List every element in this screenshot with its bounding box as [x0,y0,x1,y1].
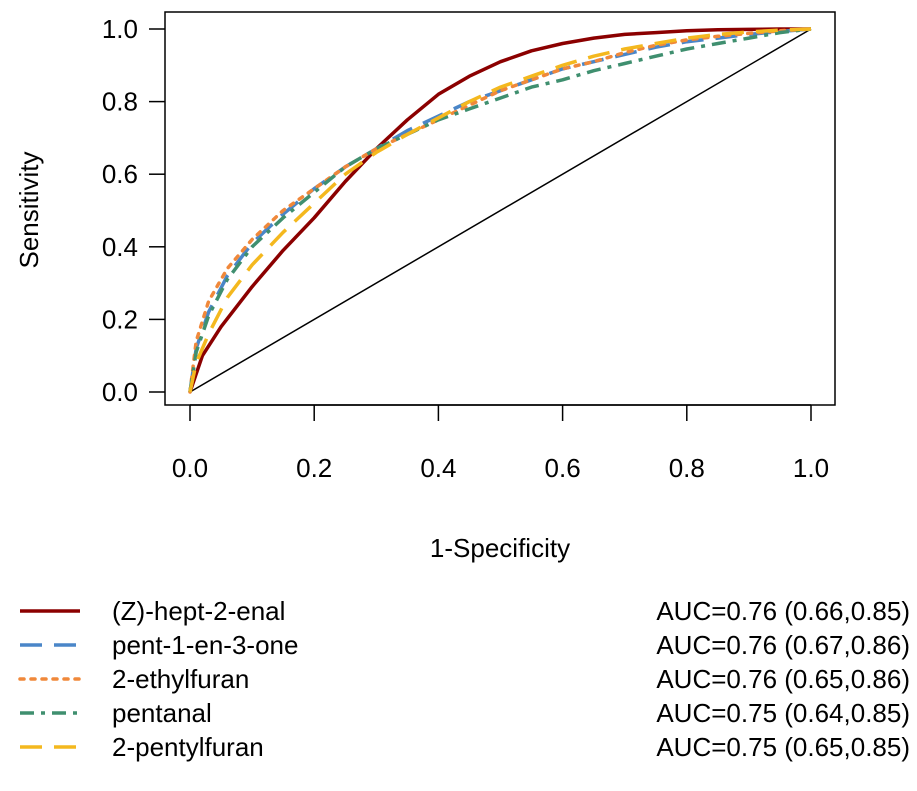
legend-label: (Z)-hept-2-enal [112,596,285,626]
y-tick-label: 0.6 [102,159,138,189]
x-tick-label: 0.6 [545,453,581,483]
x-axis: 0.0 0.2 0.4 0.6 0.8 1.0 [172,404,829,483]
y-tick-label: 0.2 [102,304,138,334]
series-line-0 [188,27,811,393]
y-tick-label: 0.0 [102,377,138,407]
legend: (Z)-hept-2-enal AUC=0.76 (0.66,0.85) pent-… [18,596,910,762]
legend-auc: AUC=0.75 (0.65,0.85) [656,732,910,762]
legend-auc: AUC=0.76 (0.65,0.86) [656,664,910,694]
x-tick-label: 0.8 [669,453,705,483]
y-tick-label: 0.4 [102,232,138,262]
series-line-4 [188,27,812,393]
x-tick-label: 0.4 [420,453,456,483]
series-line-3 [188,27,812,393]
x-tick-label: 0.0 [172,453,208,483]
legend-auc: AUC=0.75 (0.64,0.85) [656,698,910,728]
legend-auc: AUC=0.76 (0.66,0.85) [656,596,910,626]
y-tick-label: 1.0 [102,14,138,44]
legend-label: pentanal [112,698,212,728]
x-tick-label: 1.0 [793,453,829,483]
legend-label: 2-ethylfuran [112,664,249,694]
y-axis-title: Sensitivity [14,151,44,268]
plot-frame [164,11,836,406]
x-axis-title: 1-Specificity [430,533,570,563]
reference-diagonal [189,28,812,393]
y-tick-label: 0.8 [102,87,138,117]
y-axis: 0.0 0.2 0.4 0.6 0.8 1.0 [102,14,165,407]
legend-auc: AUC=0.76 (0.67,0.86) [656,630,910,660]
series-line-2 [188,27,813,394]
legend-label: 2-pentylfuran [112,732,264,762]
series-layer [188,27,813,394]
x-tick-label: 0.2 [296,453,332,483]
legend-label: pent-1-en-3-one [112,630,298,660]
